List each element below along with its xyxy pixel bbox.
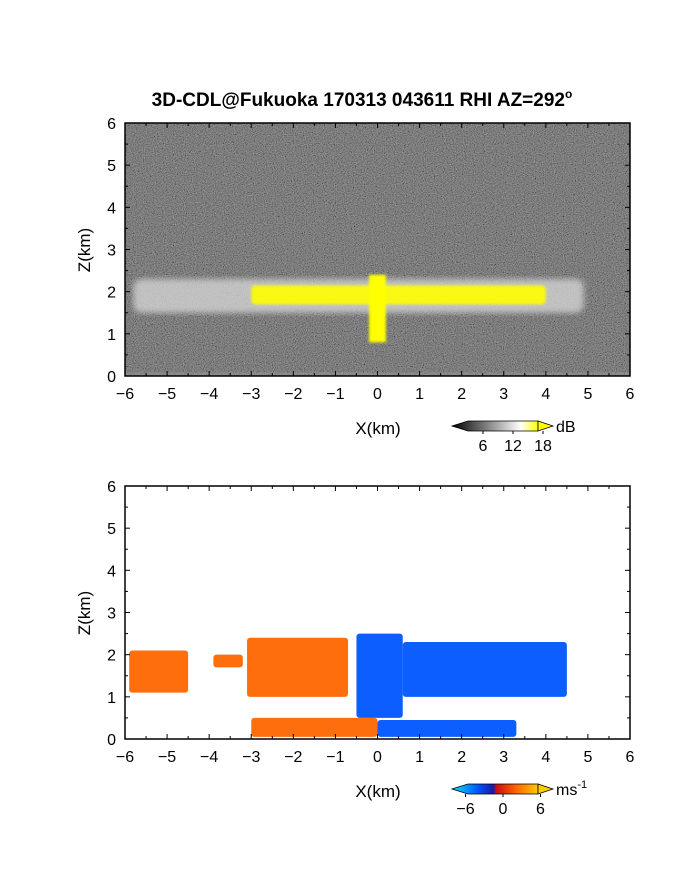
y-tick-label: 6 <box>107 116 116 133</box>
x-tick-label: 3 <box>499 749 508 766</box>
colorbar-unit: dB <box>556 419 576 436</box>
x-tick-label: −1 <box>326 749 344 766</box>
colorbar-tick-label: 6 <box>479 438 488 455</box>
y-tick-label: 6 <box>107 479 116 496</box>
colorbar-body <box>450 420 539 432</box>
colorbar-body <box>450 783 539 795</box>
colorbar-ticks: −6 0 6 <box>456 794 545 818</box>
chart-title: 3D-CDL@Fukuoka 170313 043611 RHI AZ=292o <box>152 87 573 111</box>
x-tick-label: 6 <box>626 386 635 403</box>
colorbar-unit: ms-1 <box>556 779 587 799</box>
velocity-region <box>213 654 243 668</box>
x-tick-label: −2 <box>284 749 302 766</box>
y-tick-label: 3 <box>107 243 116 260</box>
x-tick-label: −3 <box>242 386 260 403</box>
x-tick-label: 0 <box>373 749 382 766</box>
velocity-region <box>356 633 403 718</box>
y-tick-label: 4 <box>107 200 116 217</box>
x-tick-label: 5 <box>583 749 592 766</box>
x-tick-label: −6 <box>116 749 134 766</box>
colorbar-tick-label: 6 <box>536 801 545 818</box>
x-tick-label: −4 <box>200 749 218 766</box>
y-tick-label: 3 <box>107 606 116 623</box>
x-tick-label: 2 <box>457 386 466 403</box>
x-tick-label: −6 <box>116 386 134 403</box>
axis-ticks: −6 −5 −4 −3 −2 −1 0 1 2 3 4 5 6 0 1 2 3 4 5 6 <box>107 116 634 403</box>
x-tick-label: −1 <box>326 386 344 403</box>
x-tick-label: 3 <box>499 386 508 403</box>
velocity-panel: −6 −5 −4 −3 −2 −1 0 1 2 3 4 5 6 0 1 2 3 4 5 6 X(km) Z(km) −… <box>75 479 635 818</box>
colorbar-arrow <box>537 420 555 432</box>
x-tick-label: −3 <box>242 749 260 766</box>
x-tick-label: −5 <box>158 749 176 766</box>
x-tick-label: −4 <box>200 386 218 403</box>
x-tick-label: 4 <box>541 749 550 766</box>
x-tick-label: −2 <box>284 386 302 403</box>
x-tick-label: 6 <box>626 749 635 766</box>
y-tick-label: 0 <box>107 369 116 386</box>
colorbar-tick-label: 0 <box>499 801 508 818</box>
x-tick-label: 4 <box>541 386 550 403</box>
axis-ticks: −6 −5 −4 −3 −2 −1 0 1 2 3 4 5 6 0 1 2 3 4 5 6 <box>107 479 634 766</box>
colorbar-ticks: 6 12 18 <box>479 431 552 455</box>
x-tick-label: 5 <box>583 386 592 403</box>
colorbar-tick-label: 18 <box>534 438 552 455</box>
colorbar-tick-label: −6 <box>456 801 474 818</box>
colorbar-arrow <box>537 783 555 795</box>
y-tick-label: 1 <box>107 327 116 344</box>
y-tick-label: 0 <box>107 732 116 749</box>
x-tick-label: 0 <box>373 386 382 403</box>
updraft-column <box>369 274 386 343</box>
velocity-region <box>251 717 378 737</box>
x-tick-label: 1 <box>415 749 424 766</box>
velocity-region <box>377 720 517 737</box>
y-tick-label: 4 <box>107 563 116 580</box>
y-tick-label: 2 <box>107 285 116 302</box>
reflectivity-heatmap <box>125 123 630 376</box>
y-tick-label: 2 <box>107 648 116 665</box>
x-tick-label: 1 <box>415 386 424 403</box>
velocity-regions <box>129 633 567 737</box>
y-axis-label: Z(km) <box>75 591 94 635</box>
y-tick-label: 5 <box>107 521 116 538</box>
cloud-high-intensity <box>251 285 546 305</box>
colorbar-tick-label: 12 <box>504 438 522 455</box>
x-axis-label: X(km) <box>355 782 400 801</box>
velocity-region <box>402 642 567 697</box>
colorbar: −6 0 6 ms-1 <box>450 779 587 818</box>
velocity-region <box>247 637 349 697</box>
colorbar: 6 12 18 dB <box>450 419 576 455</box>
x-axis-label: X(km) <box>355 419 400 438</box>
y-tick-label: 1 <box>107 690 116 707</box>
velocity-region <box>129 650 189 693</box>
y-axis-label: Z(km) <box>75 228 94 272</box>
x-tick-label: −5 <box>158 386 176 403</box>
x-tick-label: 2 <box>457 749 466 766</box>
y-tick-label: 5 <box>107 158 116 175</box>
velocity-heatmap <box>125 486 630 739</box>
